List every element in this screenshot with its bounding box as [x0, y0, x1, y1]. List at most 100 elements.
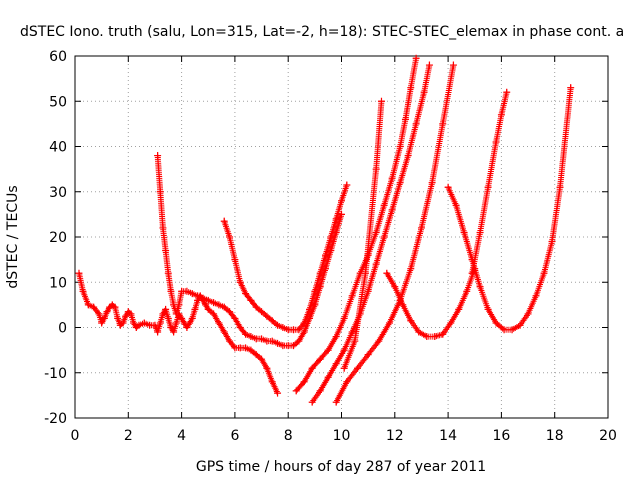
- data-point: [194, 292, 202, 300]
- data-point: [258, 335, 266, 343]
- data-point: [316, 283, 324, 291]
- data-point: [327, 247, 335, 255]
- data-point: [311, 287, 319, 295]
- data-point: [188, 314, 196, 322]
- data-point: [431, 333, 439, 341]
- data-point: [220, 217, 228, 225]
- data-point: [279, 324, 287, 331]
- data-point: [268, 337, 276, 345]
- data-point: [231, 256, 239, 264]
- data-point: [399, 301, 407, 309]
- data-point: [199, 294, 207, 302]
- x-tick-label: 18: [546, 428, 564, 444]
- data-point: [231, 314, 239, 322]
- data-point: [567, 84, 575, 92]
- data-point: [90, 303, 98, 311]
- data-point: [388, 206, 396, 214]
- data-point: [332, 360, 340, 368]
- data-point: [95, 310, 103, 318]
- data-point: [263, 312, 271, 320]
- data-point: [135, 321, 143, 329]
- data-point: [172, 310, 180, 318]
- data-point: [439, 120, 447, 128]
- data-point: [79, 287, 87, 295]
- data-point: [348, 292, 356, 300]
- x-axis-label: GPS time / hours of day 287 of year 2011: [196, 459, 486, 475]
- series-trace: [76, 270, 281, 397]
- data-point: [428, 179, 436, 187]
- data-point: [178, 314, 186, 322]
- grid: [75, 56, 608, 418]
- data-point: [361, 269, 369, 277]
- series-arc-2: [154, 152, 345, 350]
- data-point: [242, 330, 250, 338]
- data-point: [236, 324, 244, 331]
- data-point: [364, 287, 372, 295]
- data-point: [156, 319, 164, 327]
- data-point: [226, 308, 234, 316]
- data-point: [191, 305, 199, 313]
- data-point: [316, 269, 324, 277]
- data-point: [236, 278, 244, 286]
- series-trace: [469, 89, 510, 277]
- data-point: [164, 314, 172, 322]
- x-tick-label: 0: [71, 428, 80, 444]
- ticks: 0 2 4 6 8 10 12 14 16 18 20 -20 -10 0 10 20 30 40 50 60: [44, 49, 617, 444]
- data-point: [247, 346, 255, 354]
- x-tick-label: 8: [284, 428, 293, 444]
- data-point: [308, 364, 316, 372]
- data-point: [396, 179, 404, 187]
- data-point: [295, 337, 303, 345]
- data-point: [119, 319, 127, 327]
- data-point: [292, 387, 300, 395]
- data-point: [75, 269, 83, 277]
- data-point: [343, 181, 351, 189]
- series-arc-1: [75, 269, 282, 397]
- data-point: [492, 138, 500, 146]
- data-point: [423, 333, 431, 341]
- x-tick-label: 4: [177, 428, 186, 444]
- data-point: [140, 319, 148, 327]
- data-point: [548, 238, 556, 246]
- data-point: [268, 317, 276, 325]
- data-point: [215, 301, 223, 309]
- data-point: [415, 328, 423, 336]
- data-point: [210, 310, 218, 318]
- data-point: [463, 287, 471, 295]
- data-point: [404, 152, 412, 160]
- data-point: [372, 228, 380, 236]
- data-point: [476, 283, 484, 291]
- y-tick-label: 50: [49, 94, 67, 110]
- x-tick-label: 12: [386, 428, 404, 444]
- data-point: [210, 299, 218, 307]
- data-point: [290, 342, 298, 350]
- data-point: [447, 319, 455, 327]
- data-point: [532, 292, 540, 300]
- data-point: [151, 321, 159, 329]
- data-point: [327, 233, 335, 241]
- data-point: [300, 319, 308, 327]
- data-point: [114, 314, 122, 322]
- data-point: [263, 364, 271, 372]
- data-point: [343, 378, 351, 386]
- data-point: [372, 260, 380, 268]
- series-arc-10: [468, 88, 511, 277]
- data-point: [420, 88, 428, 96]
- series-arc-4: [292, 54, 420, 395]
- data-point: [351, 337, 359, 345]
- data-point: [332, 333, 340, 341]
- data-point: [452, 201, 460, 209]
- data-point: [242, 290, 250, 298]
- data-point: [274, 389, 282, 397]
- data-point: [332, 215, 340, 223]
- data-point: [407, 265, 415, 273]
- data-point: [391, 283, 399, 291]
- data-point: [242, 344, 250, 352]
- data-point: [383, 269, 391, 277]
- data-point: [332, 228, 340, 236]
- data-point: [455, 305, 463, 313]
- data-point: [484, 183, 492, 191]
- data-point: [186, 319, 194, 327]
- data-point: [202, 301, 210, 309]
- data-point: [300, 378, 308, 386]
